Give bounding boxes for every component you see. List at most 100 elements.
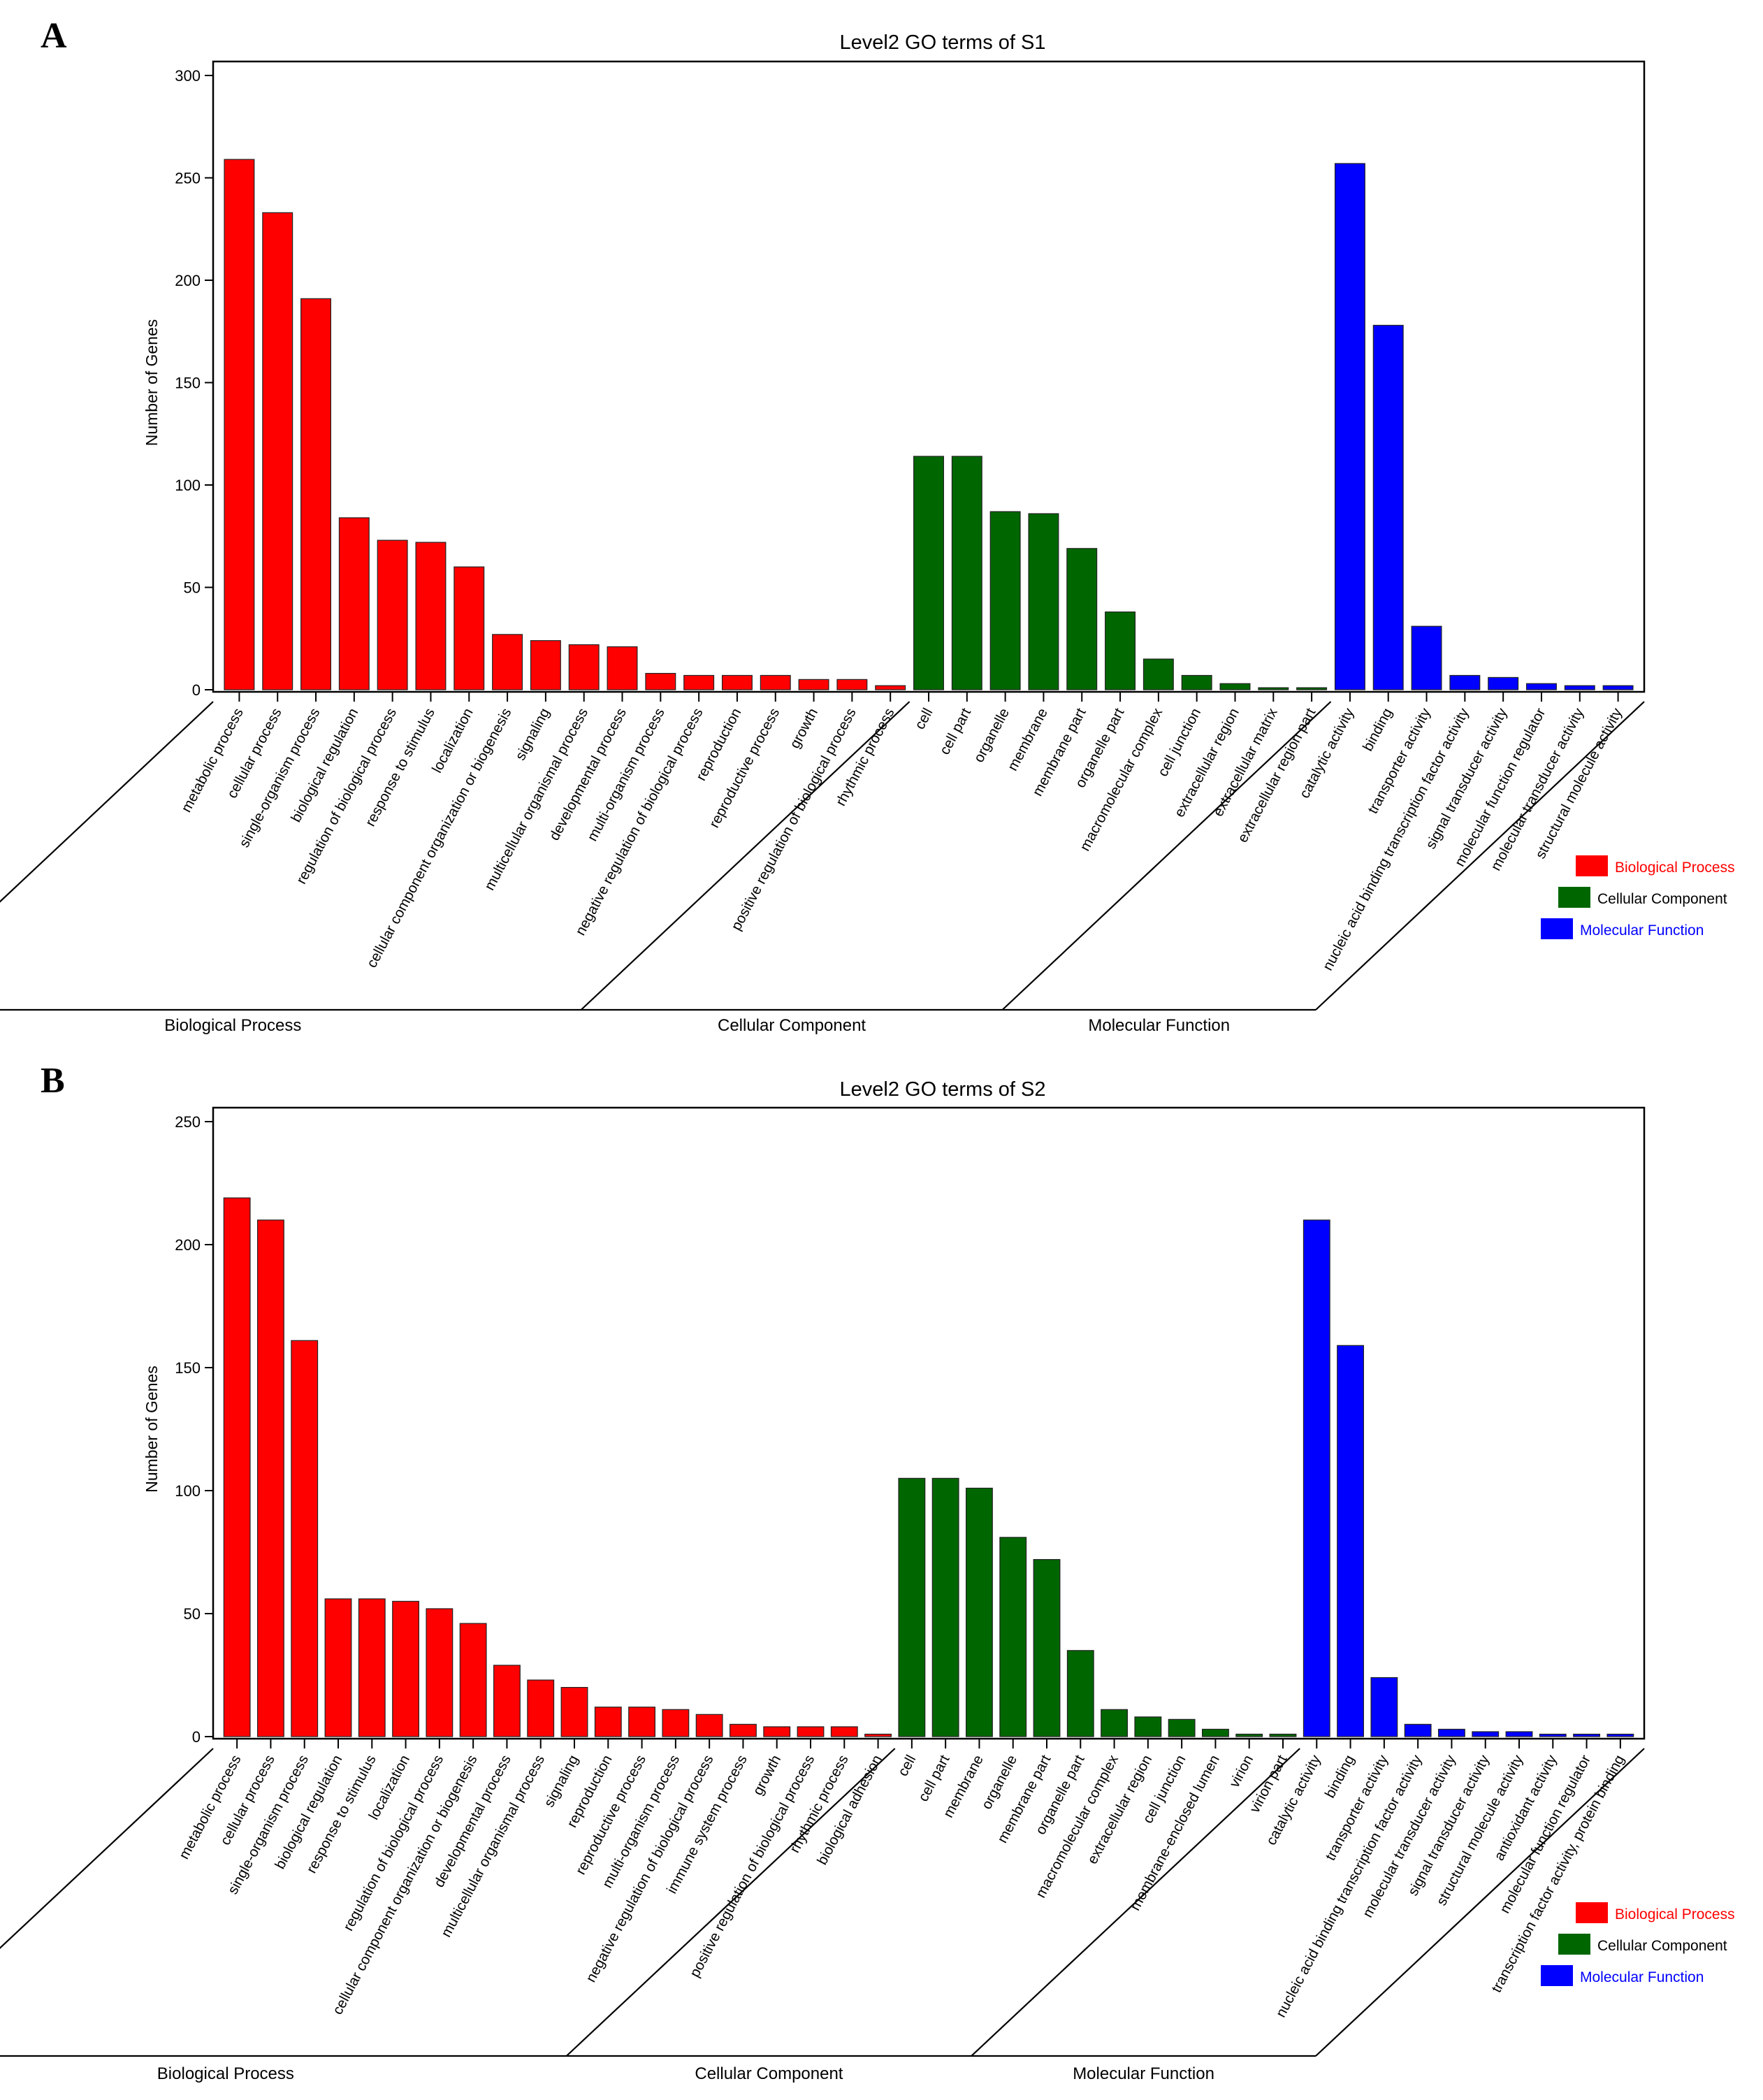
group-label-biological-process: Biological Process <box>164 1016 301 1035</box>
legend-swatch <box>1541 1965 1573 1986</box>
chart-panel-B: B Level2 GO terms of S2 0 50 100 150 200 250 Num… <box>0 1061 1735 2083</box>
legend-label: Molecular Function <box>1580 1969 1704 1985</box>
bar-response-to-stimulus <box>358 1598 386 1737</box>
bar-organelle <box>999 1537 1027 1737</box>
bar-rhythmic-process <box>830 1726 858 1737</box>
bar-virion-part <box>1269 1733 1297 1737</box>
legend-label: Molecular Function <box>1580 922 1704 939</box>
y-tick-label: 0 <box>192 681 201 699</box>
bar-cellular-process <box>256 1219 284 1737</box>
y-tick-label: 50 <box>184 579 201 597</box>
bar-binding <box>1372 324 1404 690</box>
legend-label: Cellular Component <box>1597 1938 1727 1954</box>
bar-localization <box>392 1600 420 1737</box>
bar-signaling <box>530 640 561 690</box>
chart-title: Level2 GO terms of S1 <box>840 31 1046 54</box>
panel-letter: B <box>41 1061 65 1101</box>
plot-frame <box>212 1106 1646 1740</box>
bar-growth <box>763 1726 791 1737</box>
group-label-cellular-component: Cellular Component <box>695 2064 843 2083</box>
bar-signal-transducer-activity <box>1472 1731 1500 1737</box>
bar-localization <box>454 566 485 690</box>
bar-multicellular-organismal-process <box>568 644 600 690</box>
bar-binding <box>1337 1345 1365 1737</box>
bar-cellular-process <box>262 212 293 690</box>
bar-regulation-of-biological-process <box>377 540 408 690</box>
legend-label: Biological Process <box>1615 1906 1735 1922</box>
bar-cell <box>913 456 944 690</box>
x-tick-label: organelle <box>971 706 1013 765</box>
y-tick-label: 150 <box>175 1359 201 1377</box>
group-separator <box>0 701 214 903</box>
bar-reproductive-process <box>628 1707 656 1737</box>
legend-swatch <box>1558 1934 1590 1955</box>
legend-label: Cellular Component <box>1597 891 1727 907</box>
bar-negative-regulation-of-biological-process <box>683 674 715 690</box>
bar-cell-part <box>931 1477 959 1737</box>
y-tick-label: 150 <box>175 375 201 392</box>
group-separator <box>1001 701 1332 1011</box>
bar-negative-regulation-of-biological-process <box>695 1714 723 1737</box>
bar-multicellular-organismal-process <box>527 1679 555 1737</box>
bar-molecular-transducer-activity <box>1437 1728 1465 1737</box>
bar-developmental-process <box>493 1665 521 1737</box>
bar-growth <box>798 679 829 690</box>
x-tick-label: nucleic acid binding transcription facto… <box>1320 705 1473 973</box>
x-tick-label: cell <box>912 706 936 732</box>
bar-reproduction <box>594 1707 622 1737</box>
bar-metabolic-process <box>224 159 255 690</box>
bar-catalytic-activity <box>1334 163 1365 690</box>
bar-macromolecular-complex <box>1142 658 1174 690</box>
bar-membrane <box>965 1487 993 1737</box>
y-axis-label: Number of Genes <box>143 1366 161 1493</box>
bar-single-organism-process <box>300 298 332 690</box>
bar-multi-organism-process <box>662 1709 690 1737</box>
x-tick-label: response to stimulus <box>362 706 438 830</box>
bar-cellular-component-organization-or-biogenesis <box>459 1623 487 1737</box>
bar-biological-adhesion <box>864 1733 892 1737</box>
bar-membrane-enclosed-lumen <box>1201 1728 1229 1737</box>
bar-multi-organism-process <box>645 672 676 690</box>
bar-catalytic-activity <box>1303 1219 1330 1737</box>
group-separator <box>1315 701 1645 1011</box>
bar-cellular-component-organization-or-biogenesis <box>492 634 523 690</box>
bar-cell-junction <box>1168 1718 1196 1737</box>
bar-nucleic-acid-binding-transcription-factor-activity <box>1449 674 1481 690</box>
bar-molecular-transducer-activity <box>1564 685 1595 690</box>
legend-swatch <box>1541 918 1573 939</box>
legend-swatch <box>1576 1902 1608 1923</box>
group-separator <box>580 701 910 1011</box>
bar-molecular-function-regulator <box>1573 1733 1601 1737</box>
bar-single-organism-process <box>291 1340 319 1737</box>
chart-panel-A: A Level2 GO terms of S1 0 50 100 150 200 250 300… <box>0 16 1735 1035</box>
bar-positive-regulation-of-biological-process <box>836 679 868 690</box>
bar-signaling <box>560 1687 588 1737</box>
y-tick-label: 200 <box>175 1236 201 1254</box>
bar-signal-transducer-activity <box>1488 676 1519 690</box>
x-tick-label: signaling <box>512 706 553 763</box>
legend-swatch <box>1576 855 1608 876</box>
bar-structural-molecule-activity <box>1505 1731 1533 1737</box>
group-separator <box>565 1748 896 2057</box>
bar-organelle-part <box>1066 1650 1094 1737</box>
x-tick-label: cell <box>895 1753 920 1779</box>
bar-rhythmic-process <box>875 685 906 690</box>
x-tick-label: reproductive process <box>706 706 783 831</box>
x-tick-label: growth <box>750 1753 784 1798</box>
bar-regulation-of-biological-process <box>426 1608 454 1737</box>
x-tick-label: cell part <box>936 705 974 757</box>
legend-label: Biological Process <box>1615 860 1735 876</box>
bar-biological-regulation <box>324 1598 352 1737</box>
bar-reproduction <box>721 674 753 690</box>
y-tick-label: 300 <box>175 67 201 85</box>
bar-extracellular-matrix <box>1258 687 1289 690</box>
x-tick-label: cell part <box>915 1752 953 1804</box>
y-tick-label: 250 <box>175 1113 201 1131</box>
y-tick-label: 100 <box>175 477 201 494</box>
group-label-molecular-function: Molecular Function <box>1073 2064 1214 2083</box>
bar-metabolic-process <box>223 1197 251 1737</box>
bar-cell <box>898 1477 926 1737</box>
y-axis-label: Number of Genes <box>143 319 161 447</box>
y-tick-label: 50 <box>184 1605 201 1623</box>
